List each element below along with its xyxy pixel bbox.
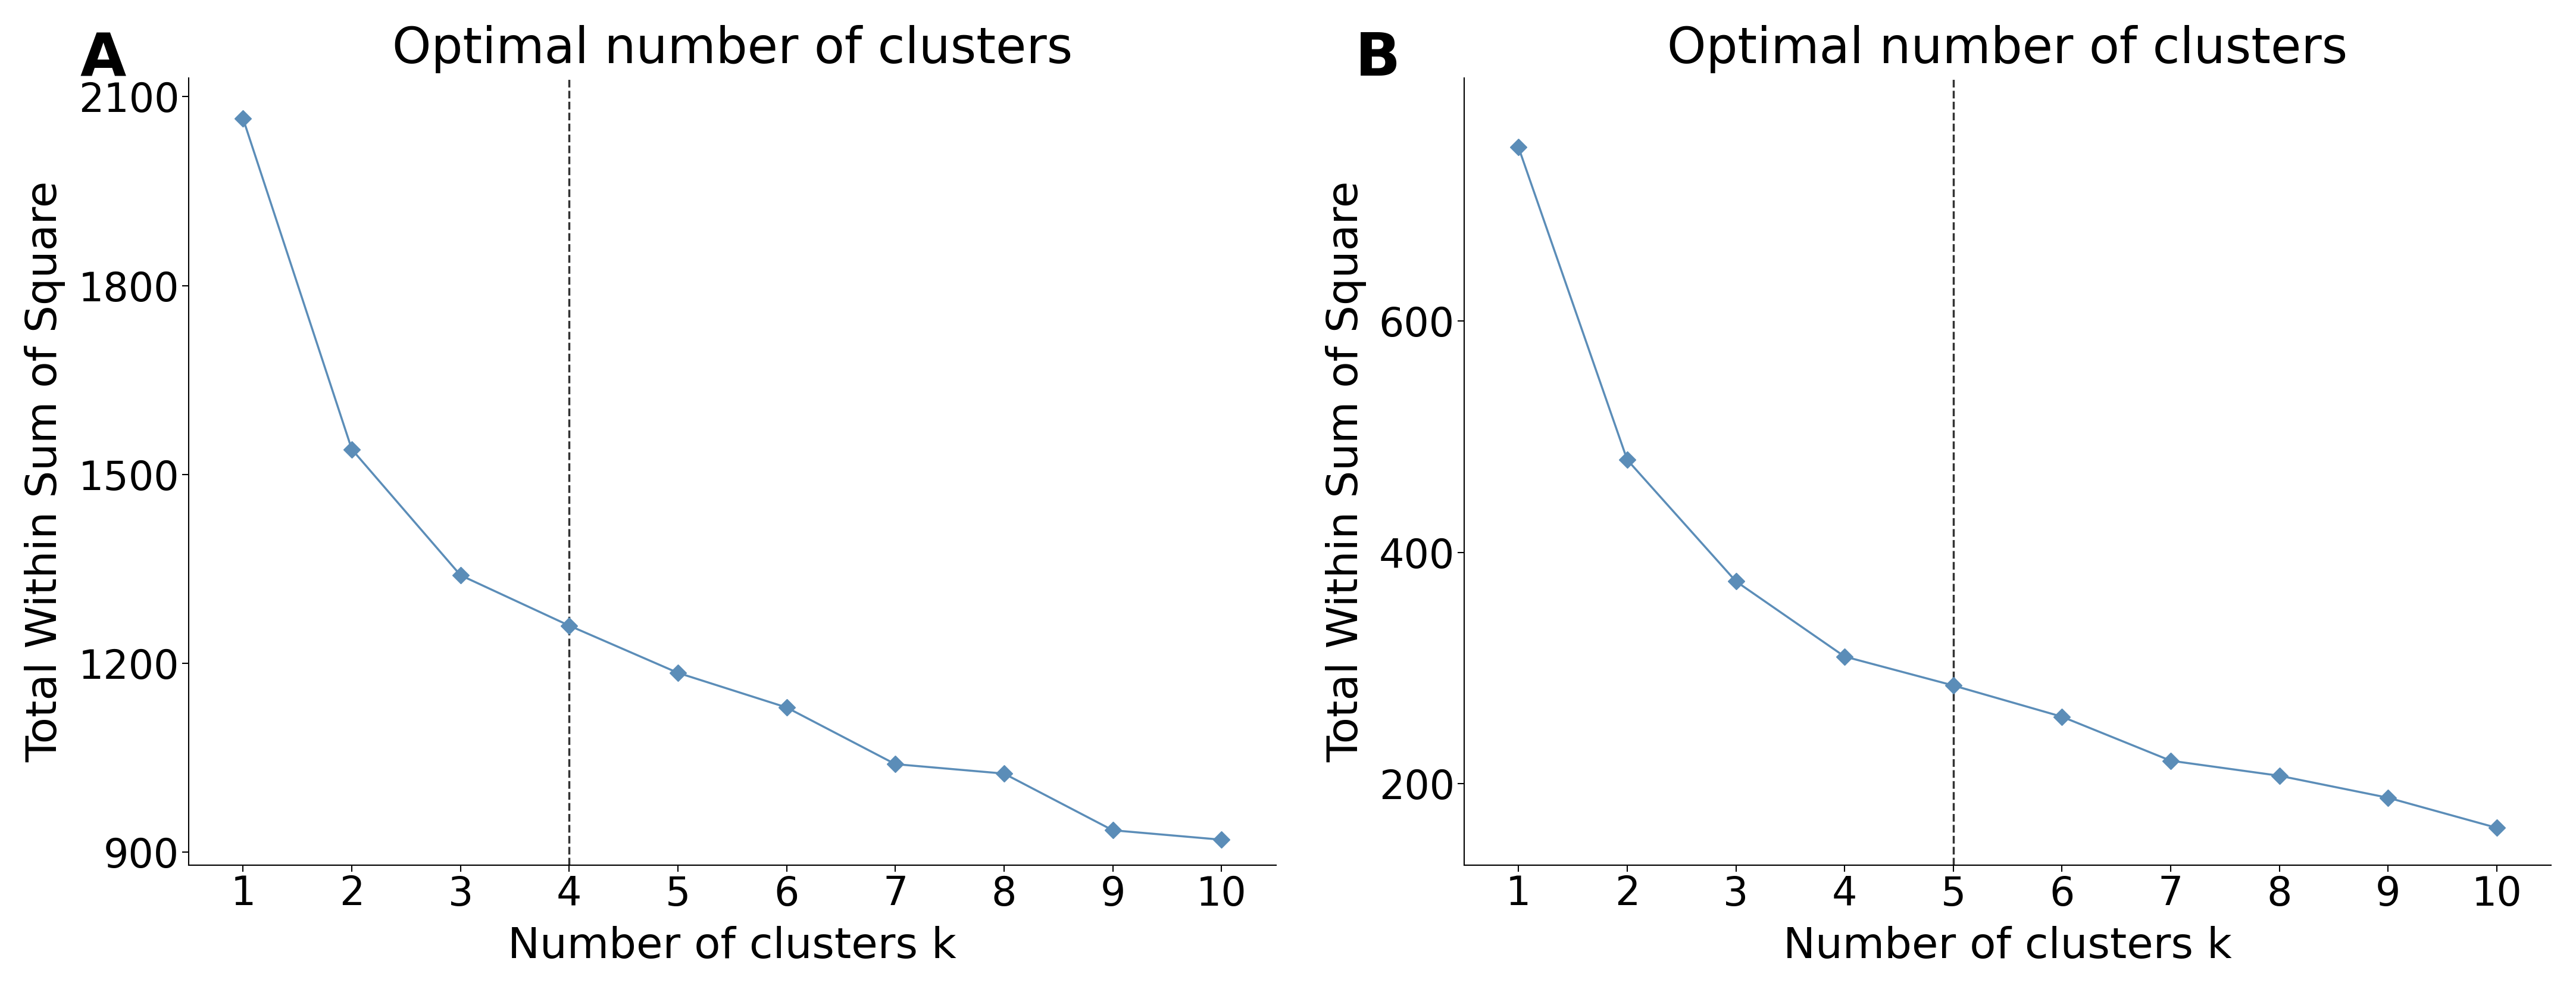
Y-axis label: Total Within Sum of Square: Total Within Sum of Square	[26, 181, 67, 762]
X-axis label: Number of clusters k: Number of clusters k	[507, 927, 956, 967]
Text: B: B	[1355, 31, 1401, 88]
Y-axis label: Total Within Sum of Square: Total Within Sum of Square	[1327, 181, 1365, 762]
Title: Optimal number of clusters: Optimal number of clusters	[1667, 25, 2347, 73]
X-axis label: Number of clusters k: Number of clusters k	[1783, 927, 2231, 967]
Title: Optimal number of clusters: Optimal number of clusters	[392, 25, 1072, 73]
Text: A: A	[80, 31, 126, 88]
